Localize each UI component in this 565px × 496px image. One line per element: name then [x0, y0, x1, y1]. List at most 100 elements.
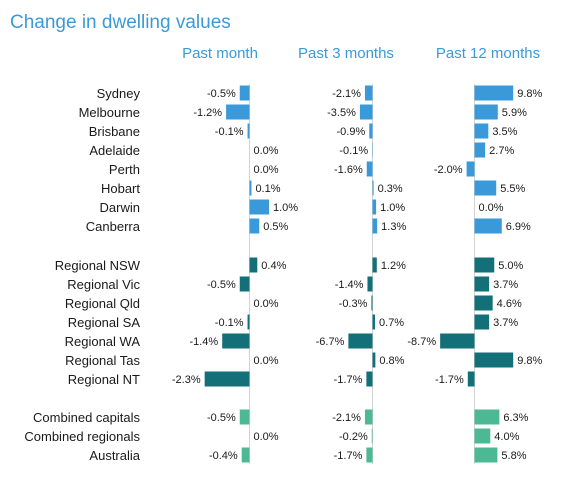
row-label-regional-tas: Regional Tas — [65, 353, 140, 368]
bar-12-months-combined-capitals — [474, 409, 500, 425]
value-label-12-months-sydney: 9.8% — [517, 88, 542, 100]
bar-month-brisbane — [247, 123, 250, 139]
bar-3-months-combined-regionals — [371, 428, 373, 444]
bar-3-months-hobart — [372, 180, 374, 196]
value-label-3-months-regional-nsw: 1.2% — [381, 260, 406, 272]
bar-month-melbourne — [226, 104, 250, 120]
value-label-12-months-regional-tas: 9.8% — [517, 355, 542, 367]
bar-3-months-regional-wa — [348, 333, 373, 349]
bar-3-months-regional-nsw — [372, 257, 377, 273]
value-label-3-months-canberra: 1.3% — [381, 221, 406, 233]
value-label-3-months-darwin: 1.0% — [380, 202, 405, 214]
value-label-12-months-regional-vic: 3.7% — [493, 279, 518, 291]
value-label-3-months-australia: -1.7% — [334, 450, 363, 462]
bar-12-months-sydney — [474, 85, 514, 101]
value-label-month-perth: 0.0% — [254, 164, 279, 176]
row-label-australia: Australia — [89, 448, 140, 463]
bar-12-months-brisbane — [474, 123, 489, 139]
row-label-regional-vic: Regional Vic — [67, 277, 140, 292]
value-label-12-months-darwin: 0.0% — [479, 202, 504, 214]
value-label-3-months-adelaide: -0.1% — [339, 145, 368, 157]
bar-month-regional-vic — [239, 276, 250, 292]
value-label-month-regional-vic: -0.5% — [207, 279, 236, 291]
value-label-month-adelaide: 0.0% — [254, 145, 279, 157]
bar-12-months-perth — [466, 161, 475, 177]
bar-3-months-regional-tas — [372, 352, 376, 368]
value-label-month-regional-qld: 0.0% — [254, 298, 279, 310]
row-label-hobart: Hobart — [101, 181, 140, 196]
value-label-12-months-australia: 5.8% — [501, 450, 526, 462]
chart-title: Change in dwelling values — [10, 12, 231, 33]
row-label-adelaide: Adelaide — [89, 143, 140, 158]
value-label-month-regional-nt: -2.3% — [172, 374, 201, 386]
bar-3-months-melbourne — [359, 104, 373, 120]
column-header-past-month: Past month — [182, 45, 258, 62]
value-label-month-regional-sa: -0.1% — [215, 317, 244, 329]
bar-month-combined-capitals — [239, 409, 250, 425]
value-label-3-months-brisbane: -0.9% — [337, 126, 366, 138]
bar-12-months-regional-nt — [467, 371, 475, 387]
value-label-3-months-regional-tas: 0.8% — [379, 355, 404, 367]
value-label-month-regional-wa: -1.4% — [189, 336, 218, 348]
value-label-12-months-regional-qld: 4.6% — [497, 298, 522, 310]
row-label-brisbane: Brisbane — [89, 124, 140, 139]
row-label-perth: Perth — [109, 162, 140, 177]
value-label-month-combined-regionals: 0.0% — [254, 431, 279, 443]
row-label-combined-regionals: Combined regionals — [24, 429, 140, 444]
value-label-month-darwin: 1.0% — [273, 202, 298, 214]
bar-12-months-melbourne — [474, 104, 498, 120]
bar-12-months-regional-tas — [474, 352, 514, 368]
bar-3-months-australia — [366, 447, 373, 463]
value-label-3-months-hobart: 0.3% — [378, 183, 403, 195]
bar-3-months-regional-nt — [366, 371, 373, 387]
value-label-3-months-combined-capitals: -2.1% — [332, 412, 361, 424]
bar-month-australia — [241, 447, 250, 463]
bar-3-months-sydney — [364, 85, 373, 101]
bar-3-months-combined-capitals — [364, 409, 373, 425]
bar-12-months-hobart — [474, 180, 497, 196]
row-label-darwin: Darwin — [100, 200, 140, 215]
bar-3-months-perth — [366, 161, 373, 177]
value-label-month-melbourne: -1.2% — [193, 107, 222, 119]
row-label-regional-wa: Regional WA — [65, 334, 141, 349]
bar-12-months-adelaide — [474, 142, 486, 158]
value-label-12-months-combined-regionals: 4.0% — [494, 431, 519, 443]
value-label-month-regional-nsw: 0.4% — [261, 260, 286, 272]
bar-3-months-brisbane — [369, 123, 373, 139]
value-label-3-months-sydney: -2.1% — [332, 88, 361, 100]
value-label-3-months-regional-nt: -1.7% — [334, 374, 363, 386]
value-label-3-months-regional-wa: -6.7% — [316, 336, 345, 348]
bar-month-sydney — [239, 85, 250, 101]
row-label-regional-qld: Regional Qld — [65, 296, 140, 311]
bar-month-canberra — [249, 218, 260, 234]
bar-12-months-australia — [474, 447, 498, 463]
value-label-12-months-regional-sa: 3.7% — [493, 317, 518, 329]
value-label-3-months-perth: -1.6% — [334, 164, 363, 176]
value-label-3-months-regional-qld: -0.3% — [339, 298, 368, 310]
bar-3-months-darwin — [372, 199, 377, 215]
row-label-melbourne: Melbourne — [79, 105, 140, 120]
bar-12-months-regional-qld — [474, 295, 493, 311]
value-label-12-months-regional-wa: -8.7% — [407, 336, 436, 348]
row-label-canberra: Canberra — [86, 219, 141, 234]
value-label-12-months-hobart: 5.5% — [500, 183, 525, 195]
bar-12-months-regional-nsw — [474, 257, 495, 273]
bar-12-months-regional-vic — [474, 276, 490, 292]
bar-12-months-regional-wa — [440, 333, 475, 349]
value-label-month-hobart: 0.1% — [255, 183, 280, 195]
bar-month-regional-nsw — [249, 257, 258, 273]
bar-12-months-regional-sa — [474, 314, 490, 330]
value-label-12-months-regional-nsw: 5.0% — [498, 260, 523, 272]
column-header-past-3-months: Past 3 months — [298, 45, 394, 62]
value-label-12-months-adelaide: 2.7% — [489, 145, 514, 157]
value-label-12-months-regional-nt: -1.7% — [435, 374, 464, 386]
bar-month-darwin — [249, 199, 269, 215]
bar-12-months-combined-regionals — [474, 428, 491, 444]
column-header-past-12-months: Past 12 months — [436, 45, 540, 62]
bar-3-months-regional-vic — [367, 276, 373, 292]
value-label-12-months-brisbane: 3.5% — [492, 126, 517, 138]
value-label-month-canberra: 0.5% — [263, 221, 288, 233]
value-label-month-sydney: -0.5% — [207, 88, 236, 100]
bar-3-months-regional-sa — [372, 314, 376, 330]
